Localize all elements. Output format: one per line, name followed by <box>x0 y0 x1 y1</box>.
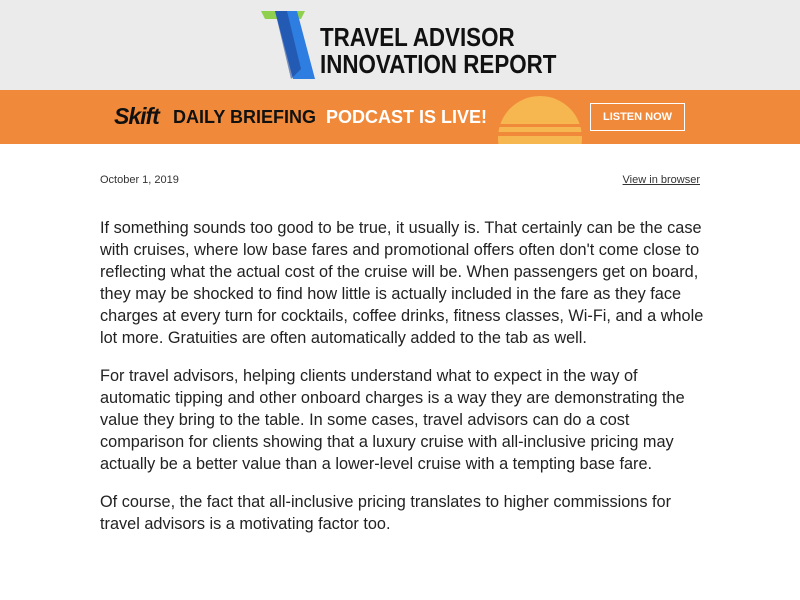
report-logo-icon <box>261 11 315 79</box>
listen-now-button[interactable]: LISTEN NOW <box>590 103 685 131</box>
article-body: If something sounds too good to be true,… <box>100 217 704 551</box>
masthead-title: TRAVEL ADVISOR INNOVATION REPORT <box>320 24 556 78</box>
sunrise-icon <box>470 96 610 144</box>
masthead-title-line1: TRAVEL ADVISOR <box>320 22 515 52</box>
podcast-banner[interactable]: Skift DAILY BRIEFING PODCAST IS LIVE! <box>0 90 800 144</box>
issue-date: October 1, 2019 <box>100 174 179 186</box>
masthead-title-line2: INNOVATION REPORT <box>320 49 557 79</box>
daily-briefing-label: DAILY BRIEFING <box>173 107 317 127</box>
view-in-browser-link[interactable]: View in browser <box>622 174 700 186</box>
article-paragraph: If something sounds too good to be true,… <box>100 219 704 347</box>
masthead: TRAVEL ADVISOR INNOVATION REPORT <box>0 0 800 90</box>
article-paragraph: Of course, the fact that all-inclusive p… <box>100 493 671 533</box>
article-paragraph: For travel advisors, helping clients und… <box>100 367 685 473</box>
skift-logo: Skift <box>114 103 160 129</box>
podcast-live-label: PODCAST IS LIVE! <box>326 107 488 127</box>
